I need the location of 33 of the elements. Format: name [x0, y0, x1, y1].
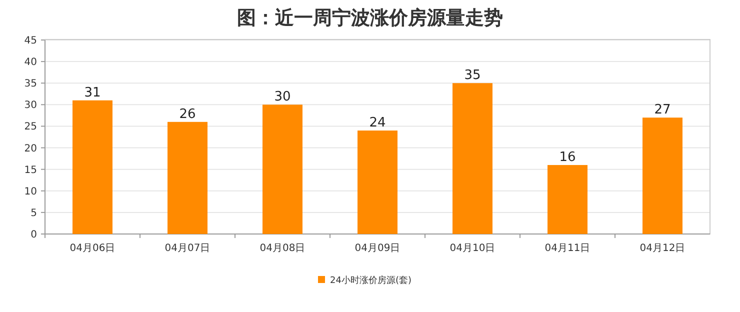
x-tick-label: 04月07日: [164, 243, 210, 254]
y-tick-label: 30: [24, 100, 37, 112]
bar: [452, 83, 492, 234]
y-tick-label: 45: [24, 36, 37, 46]
bar: [72, 100, 112, 234]
bar: [168, 122, 208, 234]
x-tick-label: 04月10日: [450, 243, 496, 254]
y-tick-label: 0: [30, 230, 37, 240]
bar: [262, 104, 302, 234]
y-tick-label: 5: [30, 208, 37, 219]
chart-title: 图：近一周宁波涨价房源量走势: [237, 7, 503, 29]
y-tick-label: 40: [24, 57, 37, 68]
y-tick-label: 15: [24, 164, 37, 176]
data-label: 16: [559, 150, 576, 166]
legend-label: 24小时涨价房源(套): [330, 275, 412, 286]
x-tick-label: 04月06日: [70, 243, 116, 254]
data-label: 31: [84, 85, 101, 100]
x-tick-label: 04月08日: [260, 243, 306, 254]
data-label: 27: [654, 102, 671, 118]
x-tick-label: 04月09日: [354, 243, 400, 254]
data-label: 30: [274, 90, 291, 105]
y-tick-label: 20: [24, 143, 37, 154]
bar: [358, 130, 398, 234]
bar: [548, 165, 588, 234]
data-label: 24: [369, 116, 386, 131]
data-label: 35: [464, 68, 481, 84]
bar: [642, 118, 682, 234]
x-tick-label: 04月11日: [544, 243, 590, 254]
y-tick-label: 10: [24, 186, 37, 198]
x-tick-label: 04月12日: [640, 243, 686, 254]
y-tick-label: 35: [24, 78, 37, 90]
data-label: 26: [179, 106, 196, 122]
y-tick-label: 25: [24, 122, 37, 133]
